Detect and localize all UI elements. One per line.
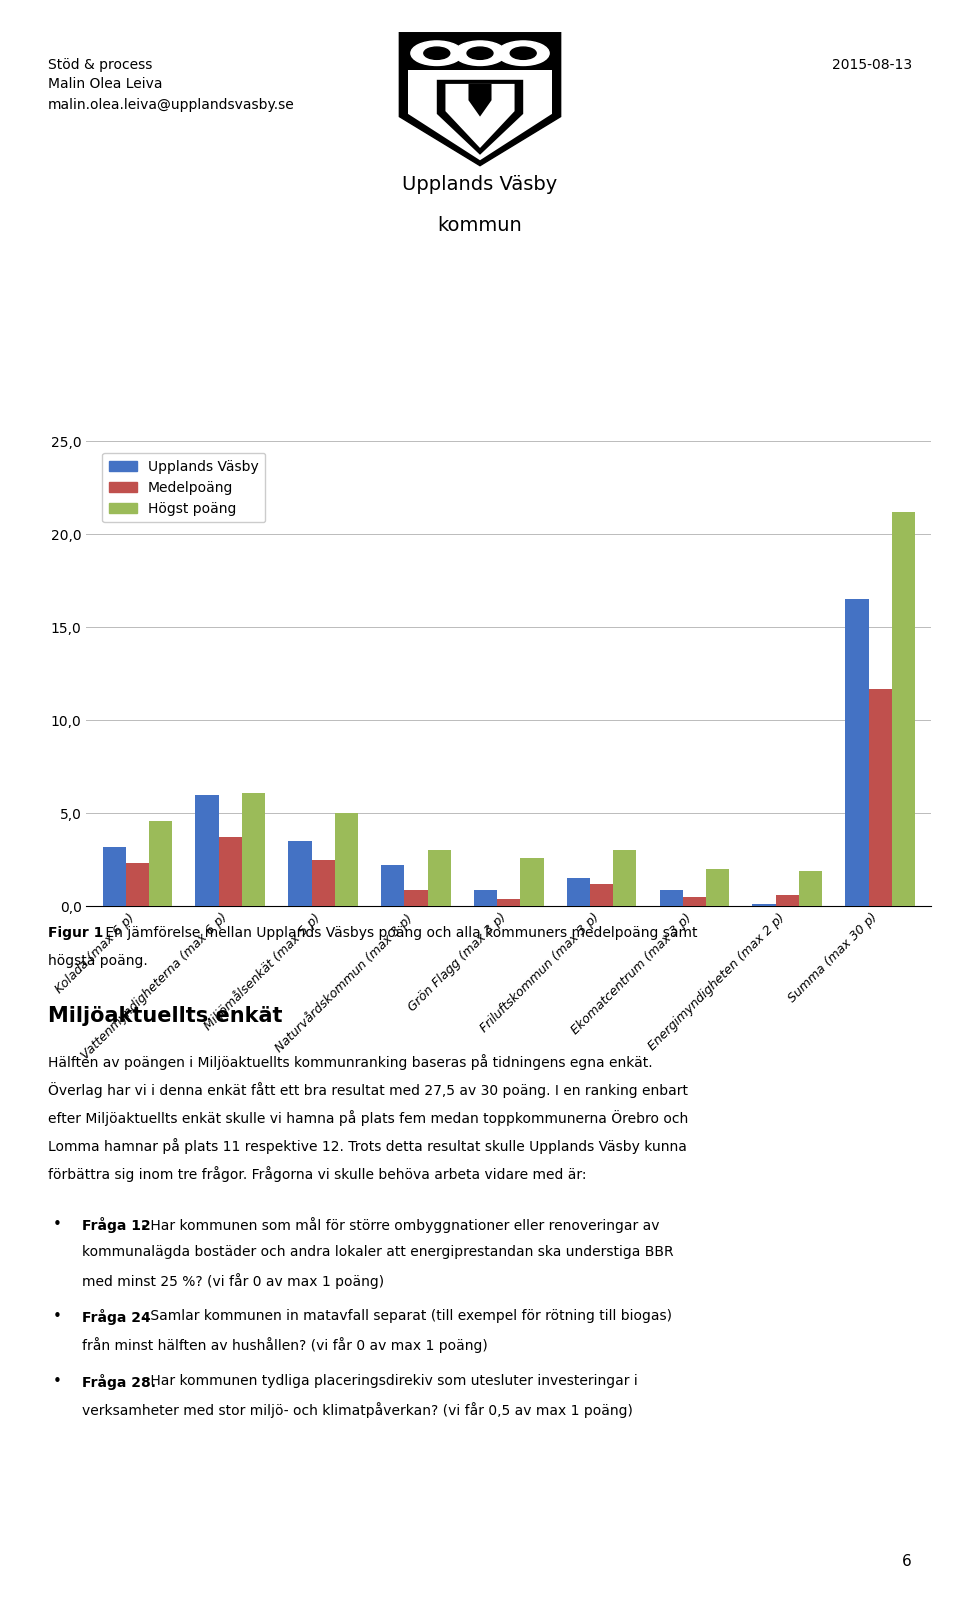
Text: Fråga 24: Fråga 24: [82, 1309, 151, 1325]
Legend: Upplands Väsby, Medelpoäng, Högst poäng: Upplands Väsby, Medelpoäng, Högst poäng: [102, 452, 265, 523]
Bar: [520, 858, 543, 906]
Polygon shape: [408, 37, 552, 160]
Circle shape: [467, 47, 493, 59]
Bar: [613, 850, 636, 906]
Polygon shape: [445, 83, 515, 148]
Bar: [660, 890, 683, 906]
Circle shape: [497, 42, 549, 66]
Text: Samlar kommunen in matavfall separat (till exempel för rötning till biogas): Samlar kommunen in matavfall separat (ti…: [146, 1309, 672, 1323]
Bar: [404, 890, 427, 906]
Bar: [799, 871, 822, 906]
Text: Malin Olea Leiva: Malin Olea Leiva: [48, 77, 162, 91]
Text: högsta poäng.: högsta poäng.: [48, 954, 148, 969]
Polygon shape: [468, 83, 492, 117]
Bar: [474, 890, 497, 906]
Circle shape: [511, 47, 536, 59]
Bar: [312, 860, 335, 906]
Circle shape: [423, 47, 449, 59]
Text: Figur 1: Figur 1: [48, 926, 104, 940]
Text: En jämförelse mellan Upplands Väsbys poäng och alla kommuners medelpoäng samt: En jämförelse mellan Upplands Väsbys poä…: [101, 926, 697, 940]
Polygon shape: [437, 80, 523, 156]
Circle shape: [454, 42, 506, 66]
Bar: [288, 840, 312, 906]
Text: Har kommunen tydliga placeringsdirekiv som utesluter investeringar i: Har kommunen tydliga placeringsdirekiv s…: [146, 1375, 637, 1387]
Bar: [846, 600, 869, 906]
Text: •: •: [53, 1309, 61, 1325]
Text: •: •: [53, 1375, 61, 1389]
Bar: [753, 905, 776, 906]
Text: från minst hälften av hushållen? (vi får 0 av max 1 poäng): från minst hälften av hushållen? (vi får…: [82, 1338, 488, 1354]
Text: Överlag har vi i denna enkät fått ett bra resultat med 27,5 av 30 poäng. I en ra: Överlag har vi i denna enkät fått ett br…: [48, 1083, 688, 1097]
Text: 2015-08-13: 2015-08-13: [832, 58, 912, 72]
Text: Fråga 12: Fråga 12: [82, 1217, 151, 1232]
Polygon shape: [399, 32, 561, 165]
Text: 6: 6: [902, 1554, 912, 1569]
Bar: [590, 884, 613, 906]
Text: verksamheter med stor miljö- och klimatpåverkan? (vi får 0,5 av max 1 poäng): verksamheter med stor miljö- och klimatp…: [82, 1402, 633, 1418]
Bar: [196, 794, 219, 906]
Polygon shape: [408, 37, 552, 71]
Bar: [335, 813, 358, 906]
Text: med minst 25 %? (vi får 0 av max 1 poäng): med minst 25 %? (vi får 0 av max 1 poäng…: [82, 1274, 384, 1288]
Bar: [149, 821, 172, 906]
Text: kommun: kommun: [438, 217, 522, 236]
Text: •: •: [53, 1217, 61, 1232]
Bar: [683, 897, 706, 906]
Text: förbättra sig inom tre frågor. Frågorna vi skulle behöva arbeta vidare med är:: förbättra sig inom tre frågor. Frågorna …: [48, 1166, 587, 1182]
Bar: [706, 869, 730, 906]
Text: Hälften av poängen i Miljöaktuellts kommunranking baseras på tidningens egna enk: Hälften av poängen i Miljöaktuellts komm…: [48, 1054, 653, 1070]
Text: Fråga 28.: Fråga 28.: [82, 1375, 156, 1389]
Bar: [126, 863, 149, 906]
Text: efter Miljöaktuellts enkät skulle vi hamna på plats fem medan toppkommunerna Öre: efter Miljöaktuellts enkät skulle vi ham…: [48, 1110, 688, 1126]
Text: kommunalägda bostäder och andra lokaler att energiprestandan ska understiga BBR: kommunalägda bostäder och andra lokaler …: [82, 1245, 673, 1259]
Text: .: .: [141, 1309, 146, 1323]
Bar: [427, 850, 451, 906]
Bar: [869, 688, 892, 906]
Text: .: .: [141, 1217, 146, 1230]
Text: Lomma hamnar på plats 11 respektive 12. Trots detta resultat skulle Upplands Väs: Lomma hamnar på plats 11 respektive 12. …: [48, 1139, 686, 1153]
Circle shape: [411, 42, 463, 66]
Bar: [103, 847, 126, 906]
Text: Stöd & process: Stöd & process: [48, 58, 153, 72]
Bar: [566, 879, 590, 906]
Text: Upplands Väsby: Upplands Väsby: [402, 175, 558, 194]
Bar: [892, 512, 915, 906]
Bar: [381, 865, 404, 906]
Bar: [242, 792, 265, 906]
Bar: [497, 898, 520, 906]
Text: malin.olea.leiva@upplandsvasby.se: malin.olea.leiva@upplandsvasby.se: [48, 98, 295, 112]
Bar: [219, 837, 242, 906]
Text: Miljöaktuellts enkät: Miljöaktuellts enkät: [48, 1006, 282, 1025]
Text: Har kommunen som mål för större ombyggnationer eller renoveringar av: Har kommunen som mål för större ombyggna…: [146, 1217, 660, 1232]
Bar: [776, 895, 799, 906]
